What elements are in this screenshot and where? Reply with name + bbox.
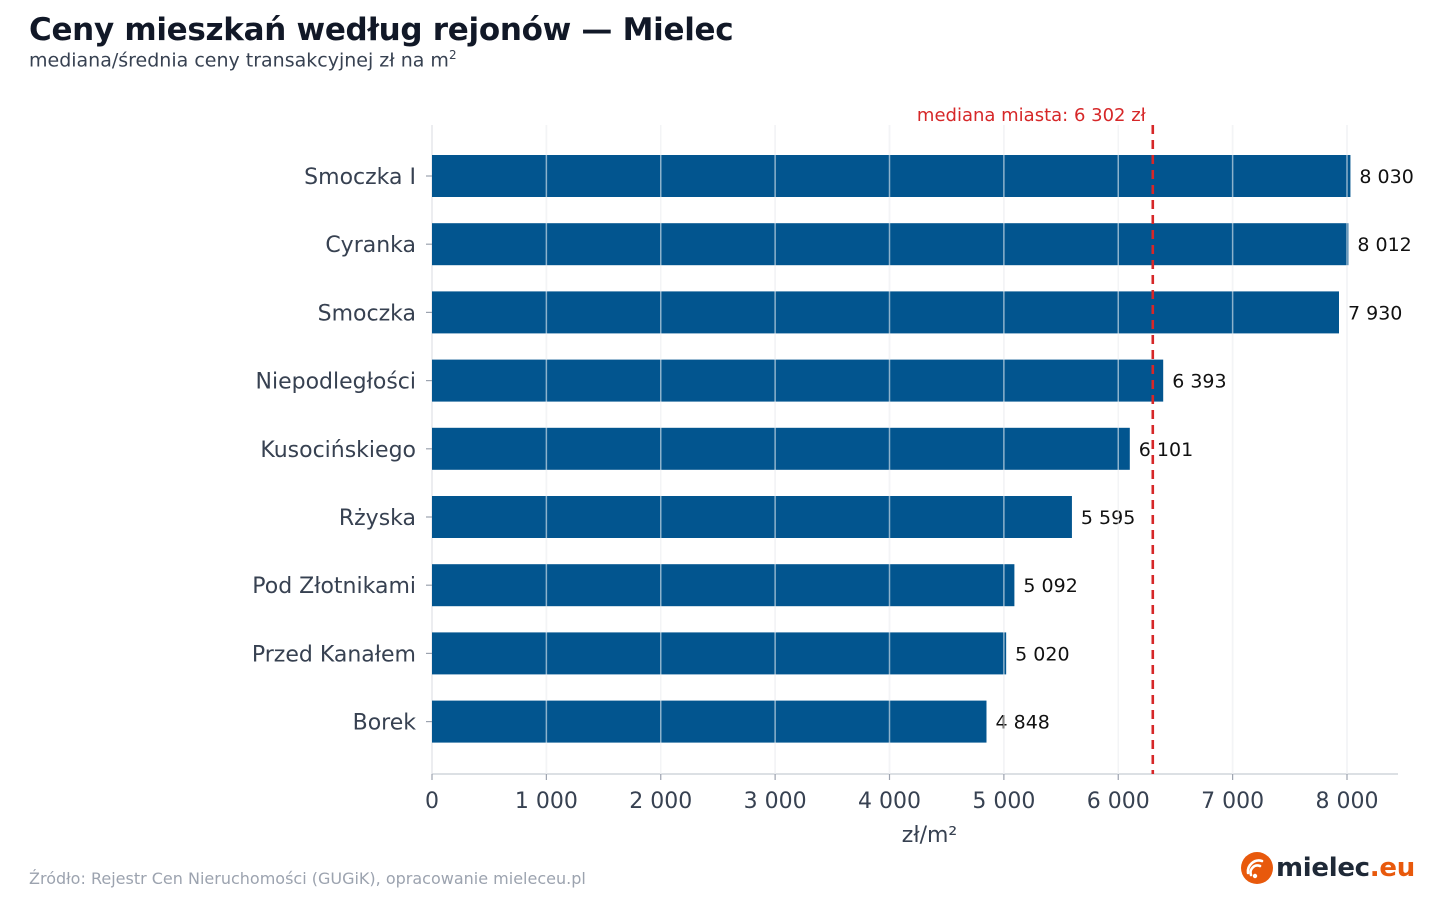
category-label: Smoczka (318, 301, 416, 326)
bar (432, 700, 987, 743)
value-label: 8 030 (1359, 166, 1413, 188)
bar (432, 291, 1339, 334)
category-label: Niepodległości (256, 370, 417, 395)
x-tick-label: 4 000 (858, 789, 921, 814)
category-label: Przed Kanałem (252, 642, 416, 667)
bar (432, 632, 1007, 675)
logo-main-text: mielec (1276, 853, 1370, 883)
bar (432, 359, 1164, 402)
category-label: Cyranka (325, 233, 416, 258)
value-label: 5 020 (1015, 643, 1069, 665)
category-label: Rżyska (339, 506, 416, 531)
value-label: 5 595 (1081, 507, 1135, 529)
x-axis-title: zł/m² (902, 823, 957, 848)
x-tick-label: 5 000 (972, 789, 1035, 814)
bar (432, 155, 1351, 197)
bar (432, 564, 1015, 607)
brand-logo: mielec.eu (1240, 848, 1415, 888)
subtitle-superscript: 2 (448, 48, 457, 62)
median-reference-label: mediana miasta: 6 302 zł (917, 105, 1147, 126)
value-label: 8 012 (1357, 234, 1411, 256)
signal-logo-icon (1240, 851, 1274, 885)
chart-title: Ceny mieszkań według rejonów — Mielec (29, 12, 734, 48)
bar (432, 427, 1130, 470)
x-tick-label: 0 (425, 789, 439, 814)
category-label: Pod Złotnikami (252, 574, 416, 599)
value-label: 6 101 (1139, 439, 1193, 461)
value-label: 7 930 (1348, 302, 1402, 324)
value-label: 6 393 (1172, 371, 1226, 393)
category-label: Kusocińskiego (260, 438, 416, 463)
value-label: 5 092 (1023, 575, 1077, 597)
category-label: Borek (353, 711, 417, 736)
category-label: Smoczka I (304, 165, 416, 190)
chart-subtitle: mediana/średnia ceny transakcyjnej zł na… (29, 48, 457, 71)
x-tick-label: 2 000 (629, 789, 692, 814)
logo-wordmark: mielec.eu (1276, 853, 1415, 883)
x-tick-label: 3 000 (744, 789, 807, 814)
x-tick-label: 7 000 (1201, 789, 1264, 814)
x-tick-label: 8 000 (1316, 789, 1379, 814)
source-note: Źródło: Rejestr Cen Nieruchomości (GUGiK… (29, 869, 586, 888)
x-tick-label: 1 000 (515, 789, 578, 814)
bar (432, 496, 1072, 538)
x-tick-label: 6 000 (1087, 789, 1150, 814)
logo-tld-text: .eu (1369, 853, 1415, 883)
value-label: 4 848 (995, 712, 1049, 734)
subtitle-text: mediana/średnia ceny transakcyjnej zł na… (29, 49, 449, 72)
